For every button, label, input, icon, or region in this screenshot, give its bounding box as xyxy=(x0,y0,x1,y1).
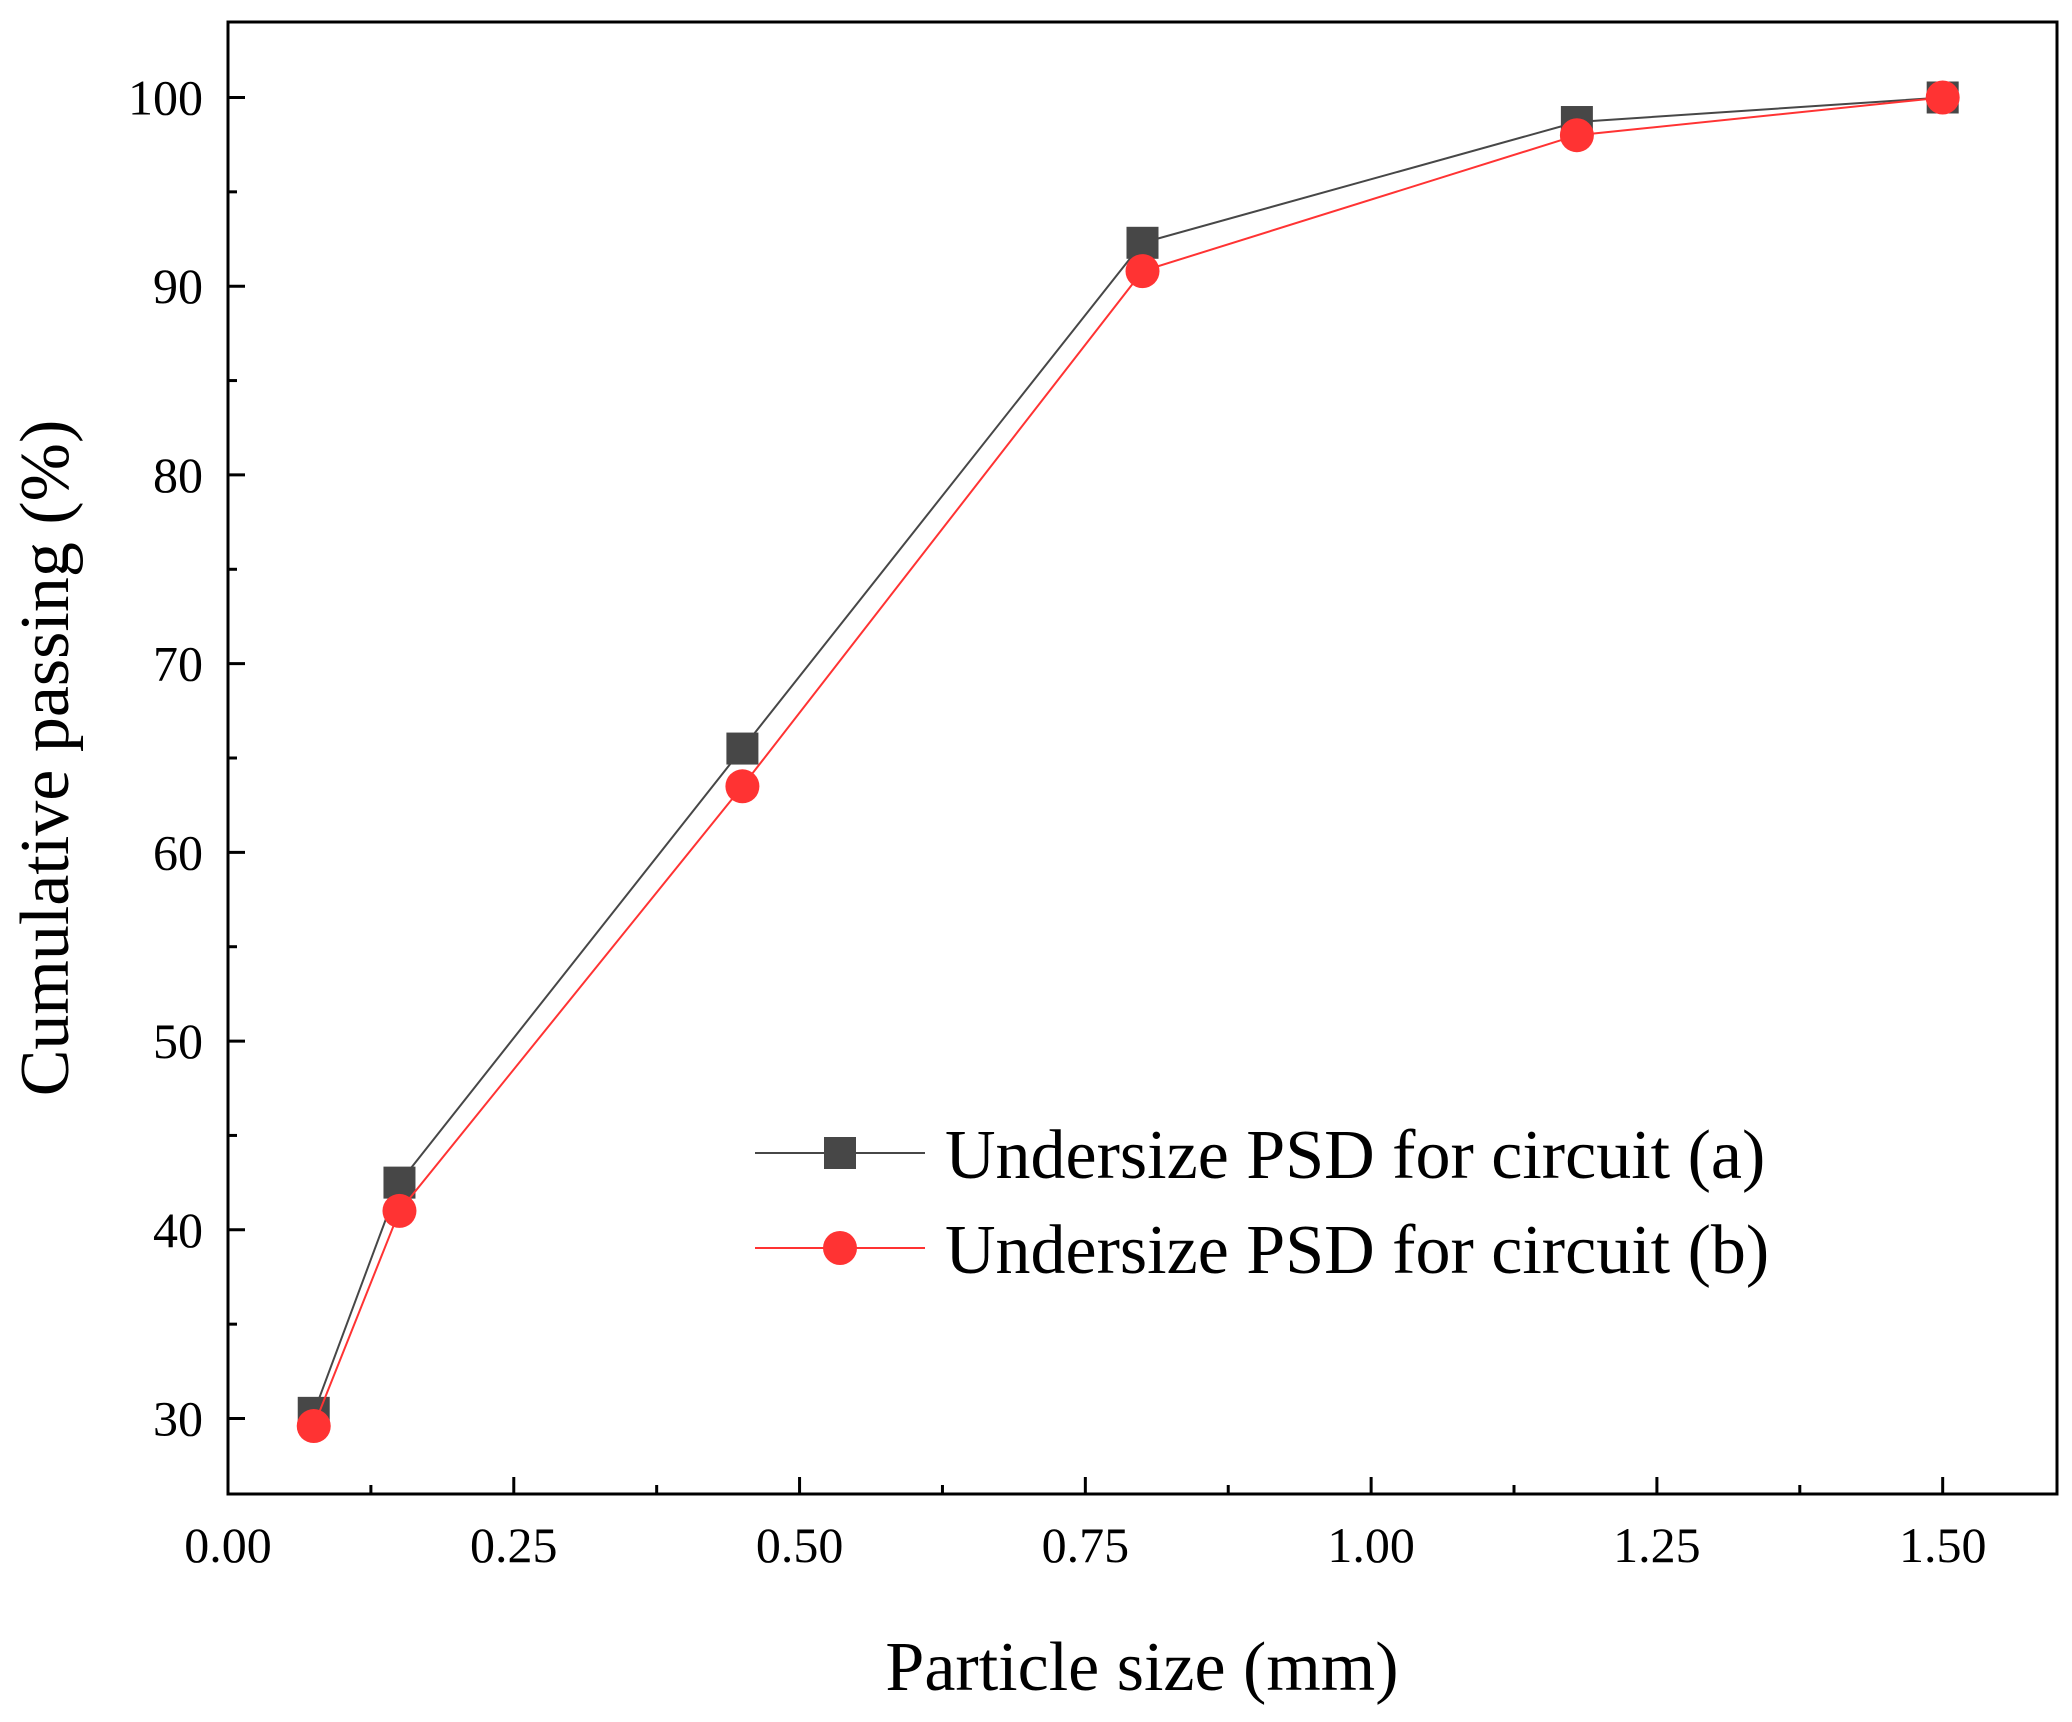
point-b-5 xyxy=(1925,80,1960,115)
legend-marker-a xyxy=(824,1137,856,1169)
point-a-1 xyxy=(383,1166,416,1199)
y-axis-title: Cumulative passing (%) xyxy=(7,420,84,1097)
legend-label-a: Undersize PSD for circuit (a) xyxy=(945,1117,1765,1194)
legend-label-b: Undersize PSD for circuit (b) xyxy=(945,1212,1769,1289)
y-tick-label: 80 xyxy=(153,447,203,503)
y-tick-label: 50 xyxy=(153,1013,203,1069)
series-line-a xyxy=(312,96,1943,1414)
x-tick-label: 0.25 xyxy=(470,1517,558,1573)
legend: Undersize PSD for circuit (a) Undersize … xyxy=(755,1117,1769,1289)
x-tick-label: 1.25 xyxy=(1613,1517,1701,1573)
point-a-2 xyxy=(726,732,759,765)
y-tick-label: 90 xyxy=(153,258,203,314)
series-line-b xyxy=(312,96,1943,1427)
point-b-0 xyxy=(296,1409,331,1444)
series-layer xyxy=(296,80,1960,1444)
x-axis-ticks: 0.00 0.25 0.50 0.75 1.00 1.25 1.50 xyxy=(184,1477,1986,1573)
x-tick-label: 1.00 xyxy=(1327,1517,1415,1573)
y-tick-label: 30 xyxy=(153,1391,203,1447)
y-axis-ticks: 30 40 50 60 70 80 90 100 xyxy=(128,69,245,1447)
x-tick-label: 0.00 xyxy=(184,1517,272,1573)
point-b-3 xyxy=(1125,254,1160,289)
y-tick-label: 60 xyxy=(153,824,203,880)
point-b-1 xyxy=(382,1193,417,1228)
y-tick-label: 70 xyxy=(153,636,203,692)
x-tick-label: 1.50 xyxy=(1899,1517,1987,1573)
x-tick-label: 0.50 xyxy=(756,1517,844,1573)
y-tick-label: 40 xyxy=(153,1202,203,1258)
point-b-4 xyxy=(1559,118,1594,153)
legend-marker-b xyxy=(823,1231,857,1265)
point-b-2 xyxy=(725,769,760,804)
point-a-3 xyxy=(1126,226,1159,259)
x-tick-label: 0.75 xyxy=(1042,1517,1130,1573)
x-axis-title: Particle size (mm) xyxy=(885,1629,1398,1706)
y-tick-label: 100 xyxy=(128,69,203,125)
